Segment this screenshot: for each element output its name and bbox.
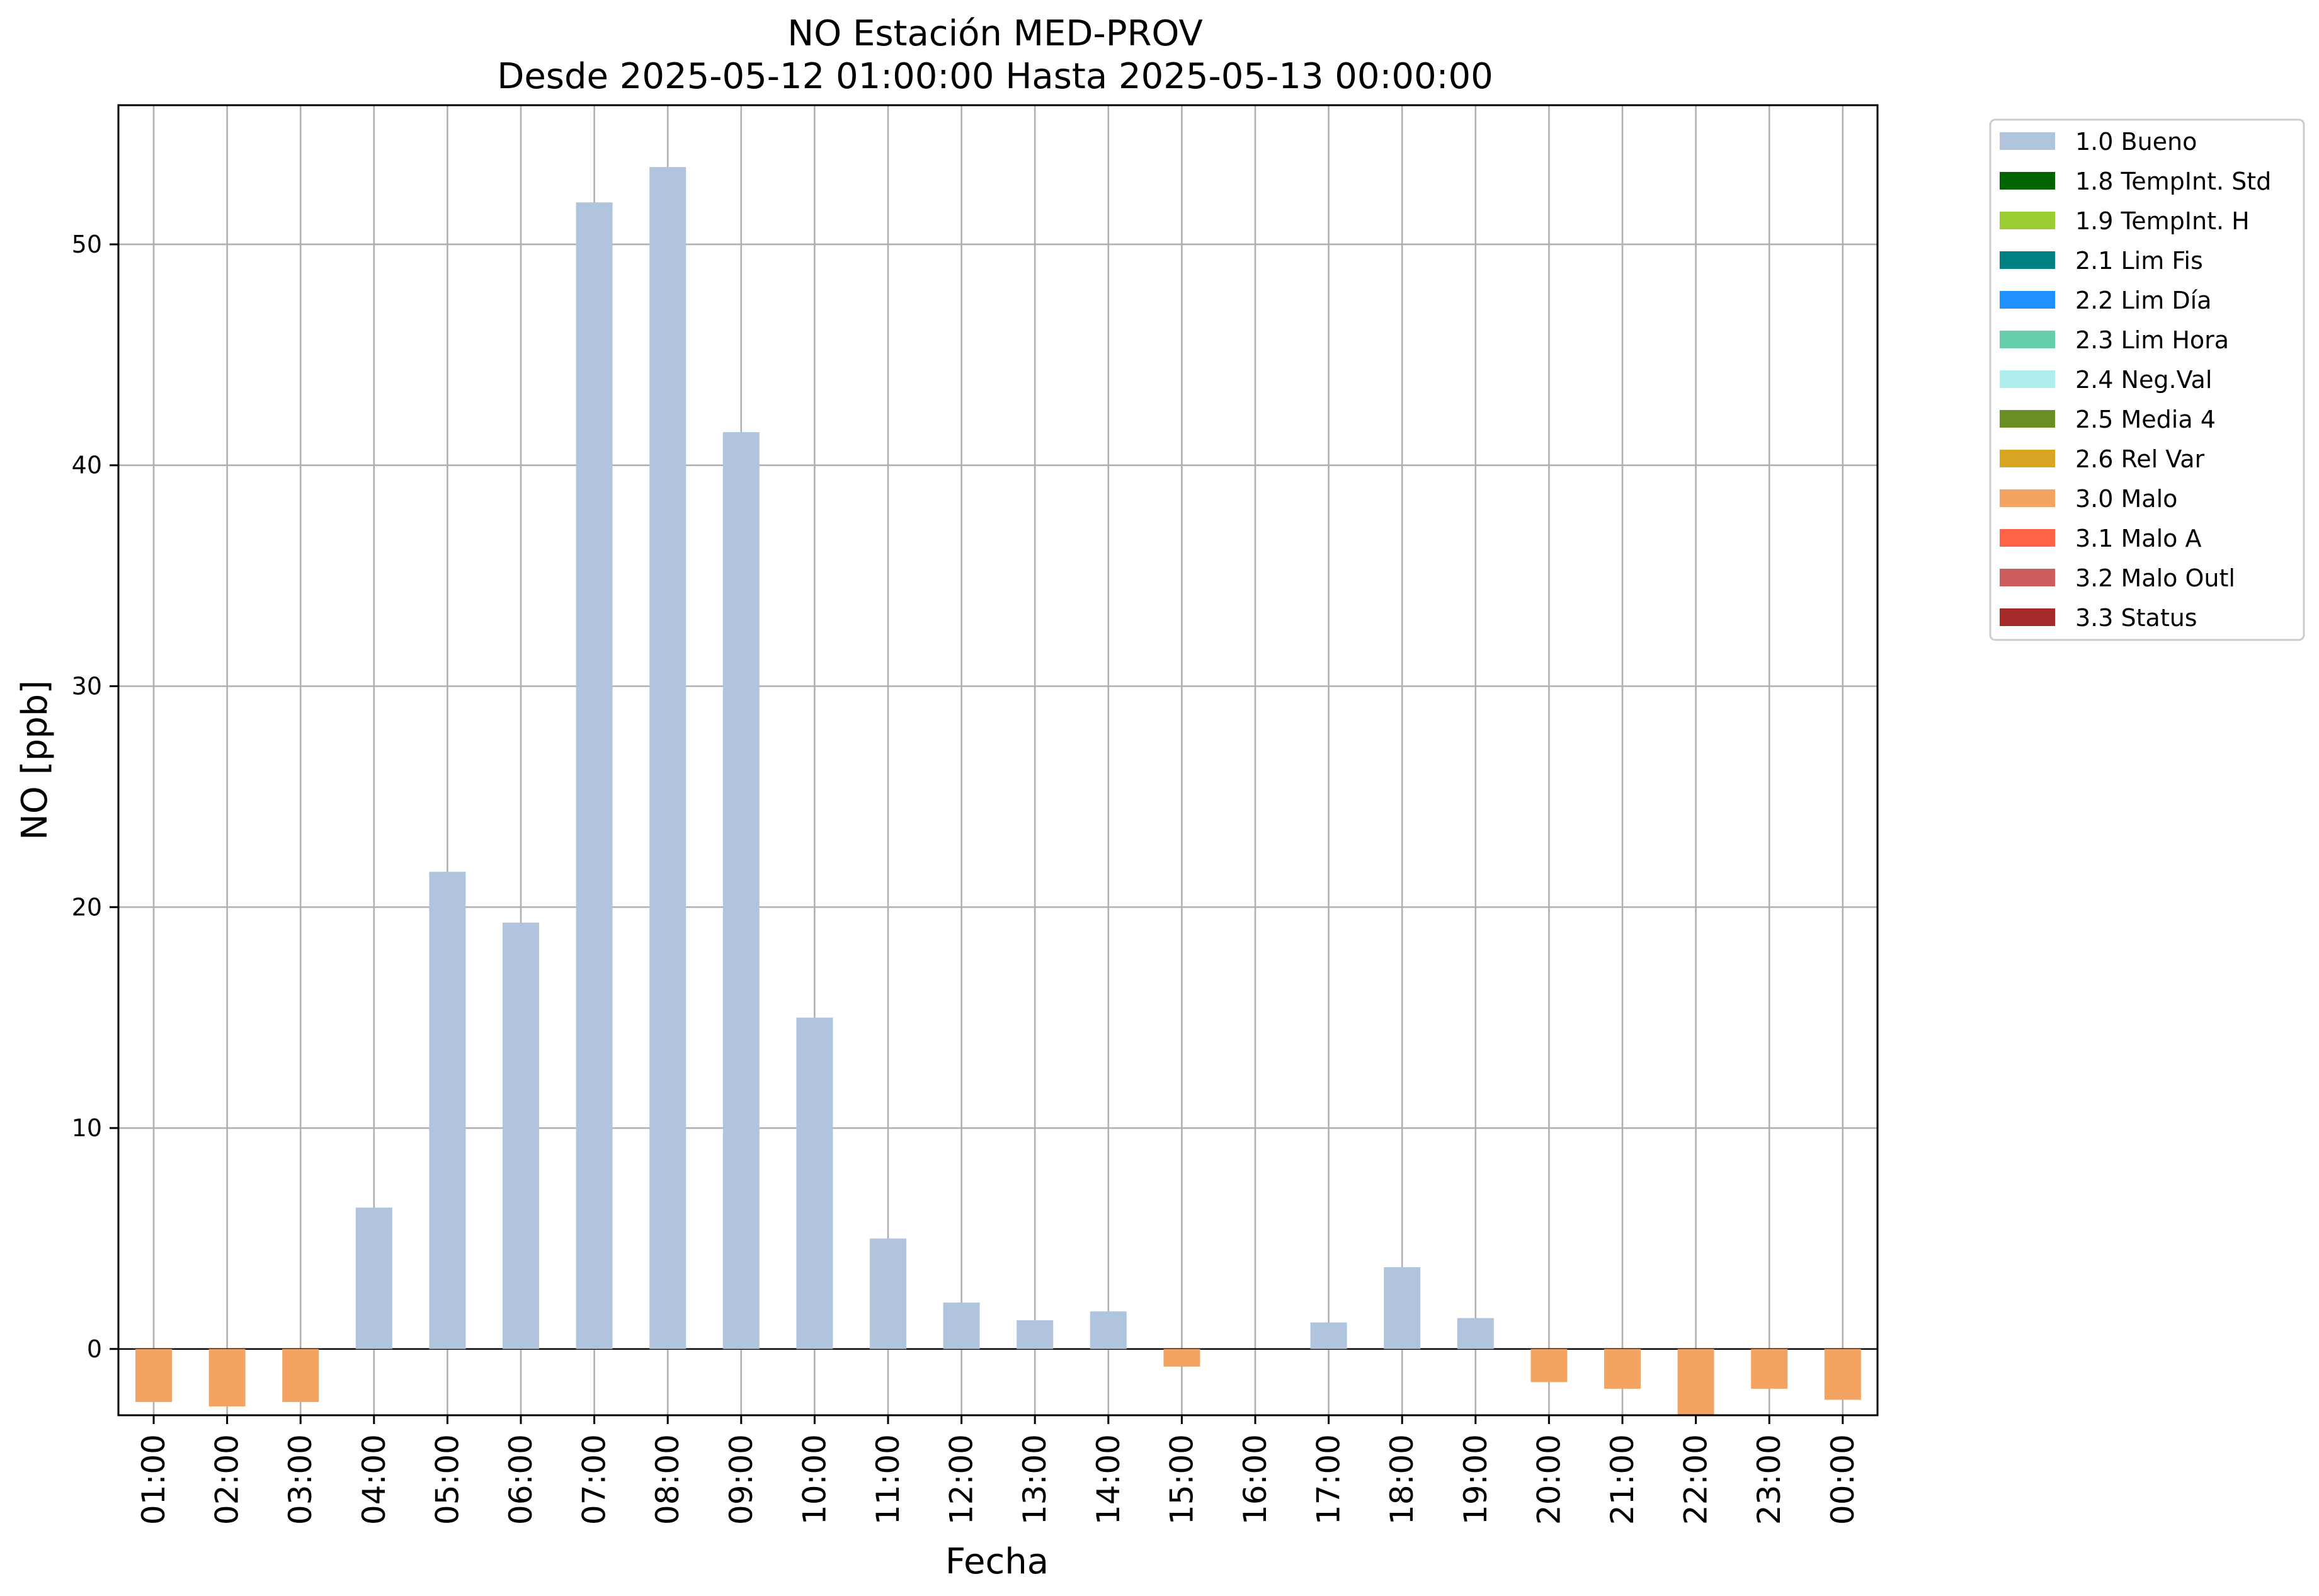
bar-1400 (1090, 1311, 1127, 1349)
legend-label: 2.1 Lim Fis (2075, 247, 2203, 275)
legend-swatch (2000, 489, 2055, 507)
y-axis-ticks: 0 10 20 30 40 50 (72, 231, 118, 1363)
legend-swatch (2000, 291, 2055, 309)
legend-swatch (2000, 172, 2055, 190)
bar-0800 (649, 167, 687, 1349)
legend-swatch (2000, 410, 2055, 428)
legend-swatch (2000, 251, 2055, 269)
bar-2100 (1604, 1348, 1641, 1389)
bar-0900 (722, 432, 760, 1349)
legend-label: 3.2 Malo Outl (2075, 564, 2235, 592)
x-tick-label: 12:00 (943, 1434, 980, 1525)
x-tick-label: 13:00 (1017, 1434, 1053, 1525)
x-tick-label: 21:00 (1604, 1434, 1641, 1525)
legend-label: 2.4 Neg.Val (2075, 366, 2212, 394)
legend-swatch (2000, 370, 2055, 388)
chart-title: NO Estación MED-PROV (787, 13, 1203, 54)
bar-1900 (1457, 1318, 1494, 1349)
legend-label: 1.9 TempInt. H (2075, 207, 2250, 235)
bar-0000 (1824, 1348, 1861, 1400)
legend-label: 2.6 Rel Var (2075, 445, 2205, 473)
legend-frame (1989, 118, 2305, 641)
x-tick-label: 19:00 (1457, 1434, 1494, 1525)
x-axis-ticks: 01:00 02:00 03:00 04:00 05:00 06:00 07:00 08:00… (135, 1415, 1861, 1525)
x-tick-label: 00:00 (1825, 1434, 1861, 1525)
plot-area: 0 10 20 30 40 50 01:00 02:00 03:00 04:00 05:00 06:… (72, 104, 1879, 1525)
legend-label: 3.3 Status (2075, 604, 2197, 632)
x-tick-label: 06:00 (503, 1434, 539, 1525)
bar-1300 (1017, 1320, 1054, 1349)
bar-1500 (1163, 1348, 1200, 1367)
legend: 1.0 Bueno 1.8 TempInt. Std 1.9 TempInt. H 2… (1989, 118, 2305, 641)
legend-label: 2.2 Lim Día (2075, 287, 2211, 314)
bar-0200 (208, 1348, 246, 1406)
plot-frame (117, 104, 1879, 1416)
x-tick-label: 09:00 (723, 1434, 760, 1525)
x-tick-label: 07:00 (576, 1434, 613, 1525)
bar-0400 (355, 1207, 392, 1349)
bar-2300 (1751, 1348, 1788, 1389)
legend-swatch (2000, 608, 2055, 626)
legend-swatch (2000, 132, 2055, 150)
x-tick-label: 11:00 (870, 1434, 906, 1525)
y-axis-label: NO [ppb] (14, 680, 55, 840)
legend-label: 3.0 Malo (2075, 485, 2177, 513)
x-tick-label: 15:00 (1163, 1434, 1200, 1525)
bar-0100 (135, 1348, 172, 1402)
bar-0500 (429, 872, 466, 1349)
y-tick-label: 0 (87, 1335, 102, 1363)
legend-label: 1.0 Bueno (2075, 128, 2197, 156)
x-tick-label: 22:00 (1678, 1434, 1714, 1525)
bar-0600 (503, 922, 539, 1349)
x-tick-label: 20:00 (1530, 1434, 1567, 1525)
bar-1100 (870, 1238, 906, 1349)
x-tick-label: 23:00 (1751, 1434, 1787, 1525)
bar-1700 (1310, 1322, 1347, 1349)
x-axis-label: Fecha (945, 1541, 1049, 1582)
y-tick-label: 20 (72, 893, 102, 921)
legend-swatch (2000, 331, 2055, 348)
y-tick-label: 50 (72, 231, 102, 258)
y-tick-label: 30 (72, 672, 102, 700)
legend-label: 2.5 Media 4 (2075, 406, 2216, 433)
bar-0300 (282, 1348, 319, 1402)
bar-0700 (576, 202, 613, 1349)
x-tick-label: 18:00 (1384, 1434, 1420, 1525)
y-tick-label: 40 (72, 452, 102, 479)
chart-subtitle: Desde 2025-05-12 01:00:00 Hasta 2025-05-… (497, 56, 1493, 97)
bar-2000 (1530, 1348, 1568, 1382)
x-tick-label: 16:00 (1237, 1434, 1273, 1525)
x-tick-label: 04:00 (356, 1434, 392, 1525)
legend-swatch (2000, 450, 2055, 467)
x-tick-label: 14:00 (1090, 1434, 1127, 1525)
bar-1000 (796, 1017, 833, 1349)
bar-1200 (943, 1302, 980, 1349)
x-tick-label: 17:00 (1311, 1434, 1347, 1525)
legend-label: 2.3 Lim Hora (2075, 326, 2229, 354)
y-tick-label: 10 (72, 1114, 102, 1142)
legend-swatch (2000, 529, 2055, 547)
x-tick-label: 03:00 (282, 1434, 319, 1525)
x-tick-label: 02:00 (209, 1434, 246, 1525)
x-tick-label: 08:00 (649, 1434, 686, 1525)
legend-label: 3.1 Malo A (2075, 525, 2201, 552)
bar-2200 (1677, 1348, 1714, 1415)
x-tick-label: 01:00 (135, 1434, 172, 1525)
x-tick-label: 10:00 (796, 1434, 833, 1525)
legend-swatch (2000, 212, 2055, 229)
legend-label: 1.8 TempInt. Std (2075, 168, 2271, 195)
bar-1800 (1384, 1267, 1421, 1349)
legend-swatch (2000, 569, 2055, 586)
bars (135, 167, 1861, 1415)
x-tick-label: 05:00 (429, 1434, 465, 1525)
